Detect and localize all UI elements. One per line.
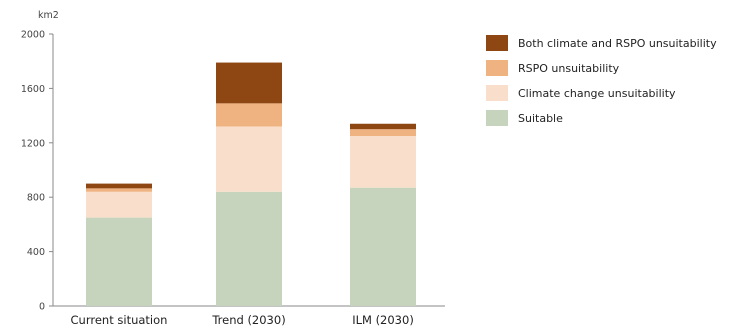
- legend-swatch: [486, 110, 508, 126]
- bar-segment: [350, 187, 416, 306]
- bar-segment: [86, 183, 152, 189]
- y-tick-label: 2000: [21, 30, 45, 41]
- x-axis-labels: Current situation Trend (2030) ILM (2030): [71, 313, 414, 327]
- bar-segment: [216, 126, 282, 192]
- legend-label: Both climate and RSPO unsuitability: [518, 37, 717, 50]
- bar-segment: [216, 191, 282, 306]
- y-tick-label: 1600: [21, 84, 45, 95]
- legend-swatch: [486, 85, 508, 101]
- x-category-label: ILM (2030): [352, 313, 414, 327]
- bar-segment: [350, 129, 416, 136]
- legend-label: RSPO unsuitability: [518, 62, 620, 75]
- y-tick-label: 400: [27, 247, 45, 258]
- legend-label: Suitable: [518, 112, 563, 125]
- bar-segment: [350, 123, 416, 130]
- y-tick-label: 800: [27, 193, 45, 204]
- bar-segment: [216, 62, 282, 104]
- bar-segment: [86, 217, 152, 306]
- x-category-label: Current situation: [71, 313, 168, 327]
- y-tick-label: 1200: [21, 138, 45, 149]
- legend-label: Climate change unsuitability: [518, 87, 676, 100]
- bars: [86, 62, 416, 306]
- bar-segment: [216, 103, 282, 127]
- legend-swatch: [486, 60, 508, 76]
- bar-segment: [86, 191, 152, 218]
- bar-segment: [86, 188, 152, 192]
- x-category-label: Trend (2030): [211, 313, 285, 327]
- bar-segment: [350, 136, 416, 188]
- legend: Both climate and RSPO unsuitability RSPO …: [486, 35, 717, 126]
- legend-swatch: [486, 35, 508, 51]
- y-axis-unit-label: km2: [38, 10, 59, 21]
- y-tick-label: 0: [39, 302, 45, 313]
